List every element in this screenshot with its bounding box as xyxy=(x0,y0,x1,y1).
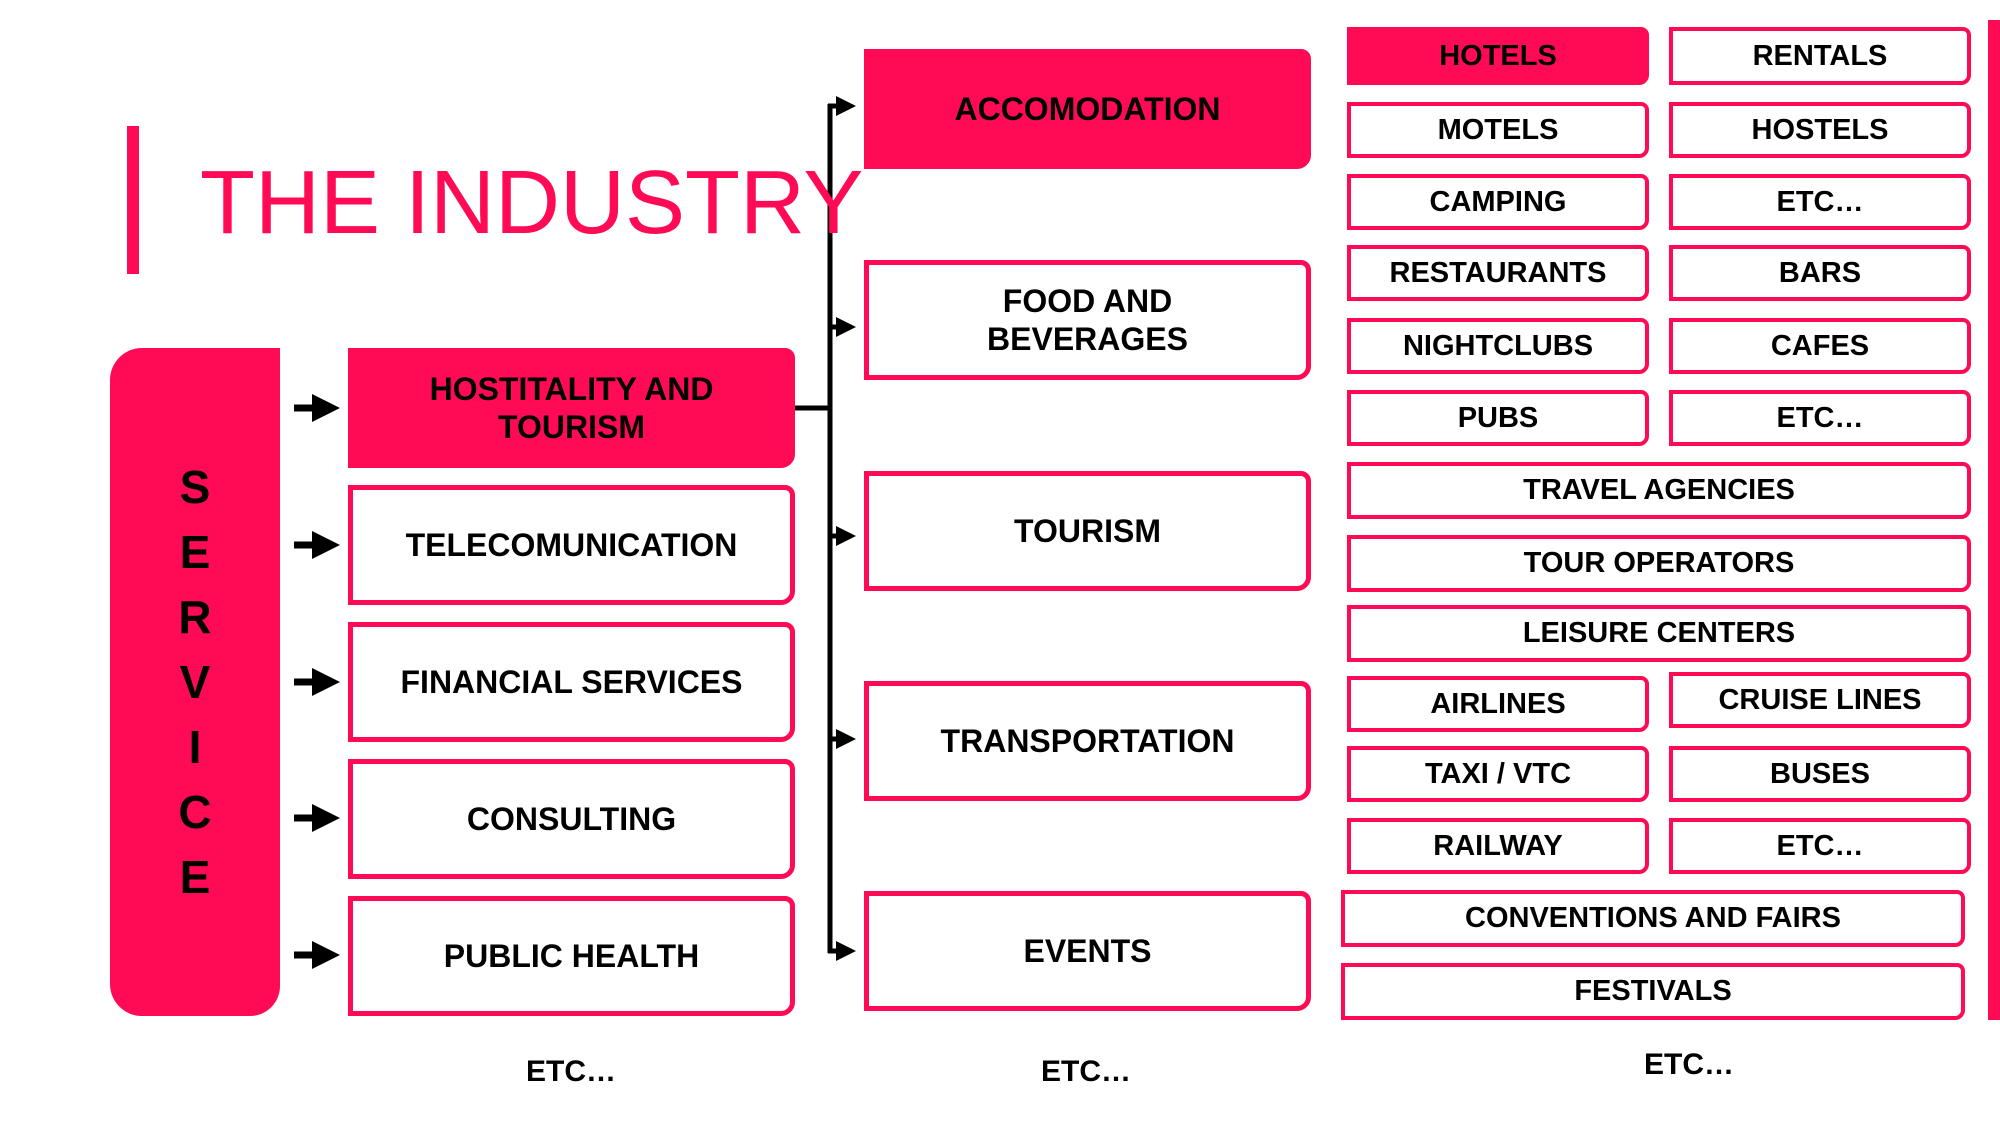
right-edge-accent-bar xyxy=(1988,20,2000,1020)
item-motels: MOTELS xyxy=(1347,102,1649,158)
item-bars: BARS xyxy=(1669,245,1971,301)
service-letter: E xyxy=(179,850,211,903)
item-taxi-vtc: TAXI / VTC xyxy=(1347,746,1649,802)
category-transportation: TRANSPORTATION xyxy=(864,681,1311,801)
category-tourism: TOURISM xyxy=(864,471,1311,591)
service-letter: S xyxy=(179,460,211,513)
item-leisure-centers: LEISURE CENTERS xyxy=(1347,605,1971,662)
item-festivals: FESTIVALS xyxy=(1341,963,1965,1020)
item-hotels: HOTELS xyxy=(1347,27,1649,85)
item-camping: CAMPING xyxy=(1347,174,1649,230)
item-restaurants: RESTAURANTS xyxy=(1347,245,1649,301)
sector-hospitality-tourism: HOSTITALITY AND TOURISM xyxy=(348,348,795,468)
item-cafes: CAFES xyxy=(1669,318,1971,374)
item-pubs: PUBS xyxy=(1347,390,1649,446)
item-buses: BUSES xyxy=(1669,746,1971,802)
etc-label-sectors: ETC… xyxy=(526,1055,616,1088)
sector-financial-services: FINANCIAL SERVICES xyxy=(348,622,795,742)
etc-label-categories: ETC… xyxy=(1041,1055,1131,1088)
item-accomodation-etc: ETC… xyxy=(1669,174,1971,230)
item-food-etc: ETC… xyxy=(1669,390,1971,446)
item-railway: RAILWAY xyxy=(1347,818,1649,874)
service-arrows xyxy=(294,394,340,969)
category-food-and-beverages: FOOD AND BEVERAGES xyxy=(864,260,1311,380)
service-letter: E xyxy=(179,525,211,578)
item-tour-operators: TOUR OPERATORS xyxy=(1347,535,1971,592)
item-travel-agencies: TRAVEL AGENCIES xyxy=(1347,462,1971,519)
item-cruise-lines: CRUISE LINES xyxy=(1669,672,1971,728)
item-hostels: HOSTELS xyxy=(1669,102,1971,158)
service-letter: I xyxy=(188,720,202,773)
sector-telecomunication: TELECOMUNICATION xyxy=(348,485,795,605)
service-letter: R xyxy=(178,590,212,643)
hospitality-bracket xyxy=(795,96,856,961)
page-title: THE INDUSTRY xyxy=(200,153,864,253)
item-airlines: AIRLINES xyxy=(1347,676,1649,732)
item-transport-etc: ETC… xyxy=(1669,818,1971,874)
service-letter: C xyxy=(178,785,212,838)
title-accent-bar xyxy=(127,126,139,274)
service-block: S E R V I C E xyxy=(110,348,280,1016)
category-events: EVENTS xyxy=(864,891,1311,1011)
etc-label-items: ETC… xyxy=(1644,1048,1734,1081)
item-conventions-and-fairs: CONVENTIONS AND FAIRS xyxy=(1341,890,1965,947)
sector-public-health: PUBLIC HEALTH xyxy=(348,896,795,1016)
item-nightclubs: NIGHTCLUBS xyxy=(1347,318,1649,374)
category-accomodation: ACCOMODATION xyxy=(864,49,1311,169)
item-rentals: RENTALS xyxy=(1669,27,1971,85)
sector-consulting: CONSULTING xyxy=(348,759,795,879)
service-letter: V xyxy=(179,655,211,708)
